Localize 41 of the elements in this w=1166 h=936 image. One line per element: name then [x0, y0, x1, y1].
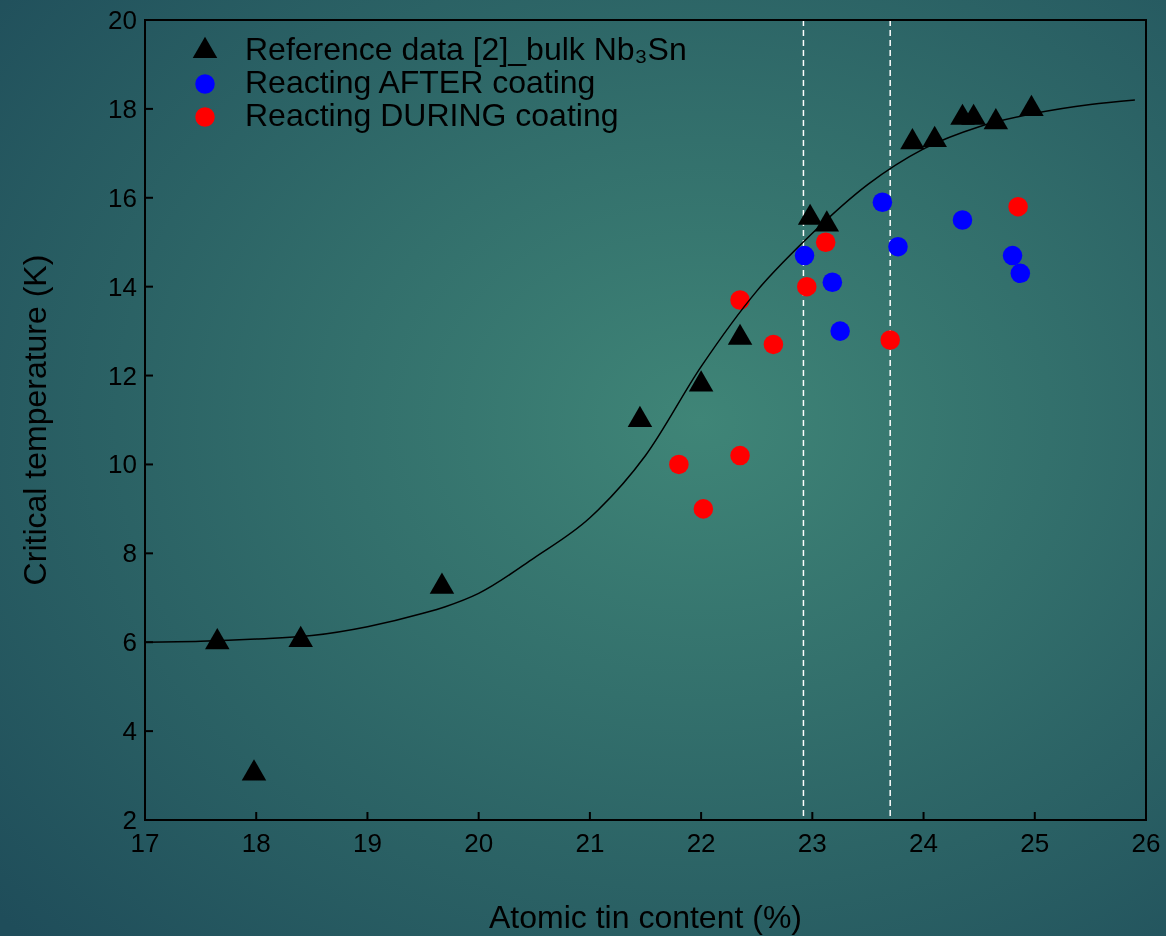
point — [822, 272, 843, 292]
point — [872, 192, 893, 212]
point — [763, 334, 784, 355]
x-tick-label: 24 — [909, 828, 939, 858]
x-tick-label: 22 — [686, 828, 716, 858]
point — [830, 321, 850, 341]
point — [730, 445, 750, 466]
point — [288, 625, 313, 648]
point — [794, 245, 815, 266]
point — [888, 236, 908, 257]
x-tick-label: 26 — [1131, 828, 1161, 858]
point — [1010, 263, 1031, 284]
point — [815, 232, 836, 252]
point — [429, 572, 455, 594]
y-tick-label: 4 — [122, 716, 137, 747]
point — [241, 759, 267, 781]
point — [669, 454, 689, 475]
point — [693, 499, 714, 519]
y-tick-label: 20 — [108, 5, 137, 35]
x-tick-label: 23 — [797, 828, 827, 858]
x-tick-label: 21 — [575, 828, 605, 858]
x-axis-title: Atomic tin content (%) — [489, 899, 802, 935]
point — [730, 290, 750, 310]
y-tick-label: 12 — [108, 360, 137, 391]
point — [205, 628, 230, 650]
y-tick-label: 14 — [108, 271, 137, 302]
x-tick-label: 20 — [464, 828, 494, 858]
y-tick-label: 6 — [122, 627, 137, 658]
y-tick-label: 8 — [122, 538, 137, 569]
point — [1002, 245, 1023, 266]
y-tick-label: 18 — [108, 93, 137, 124]
point — [880, 330, 900, 350]
x-tick-label: 18 — [241, 828, 271, 858]
y-tick-label: 16 — [108, 182, 137, 213]
x-tick-label: 25 — [1020, 828, 1050, 858]
y-axis-title: Critical temperature (K) — [17, 254, 53, 586]
point — [952, 210, 973, 230]
x-tick-label: 19 — [352, 828, 382, 858]
point — [1008, 196, 1028, 217]
point — [797, 276, 817, 297]
y-tick-label: 10 — [108, 449, 137, 480]
